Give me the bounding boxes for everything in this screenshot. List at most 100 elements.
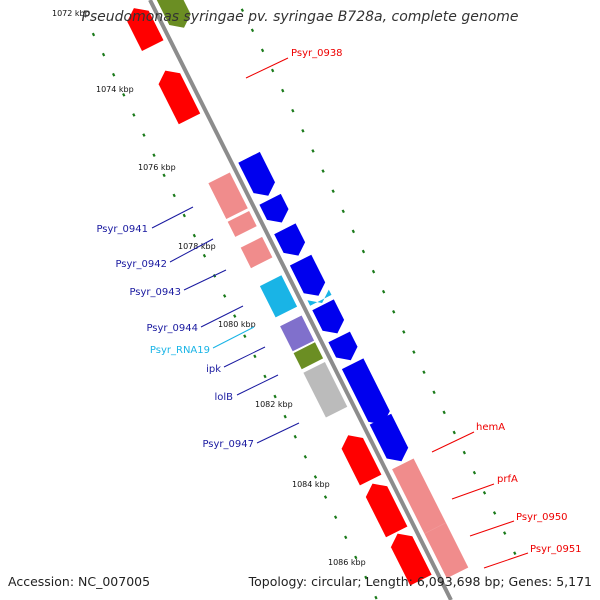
gene-label[interactable]: ipk	[206, 364, 221, 375]
gene-feature-arrow	[127, 8, 164, 52]
tick-label: 1072 kbp	[52, 9, 90, 18]
gene-label-group: Psyr_0938 Psyr_0941 Psyr_0942 Psyr_0943 Psyr…	[96, 48, 581, 555]
gene-label[interactable]: hemA	[476, 422, 505, 433]
genome-backbone	[148, 0, 453, 600]
label-leader	[151, 206, 194, 229]
gene-feature-arrow	[259, 193, 289, 223]
tick-dash-inner	[283, 414, 287, 419]
tick-dash-inner	[354, 555, 358, 560]
tick-dash-inner	[182, 213, 186, 218]
gene-feature-arrow	[227, 211, 257, 237]
label-leader	[431, 431, 475, 453]
tick-dash-inner	[243, 334, 247, 339]
tick-dash-outer	[482, 490, 487, 495]
tick-dash-inner	[152, 153, 156, 158]
tick-dash-inner	[374, 595, 378, 600]
gene-label[interactable]: Psyr_0941	[96, 224, 148, 235]
tick-dash-outer	[472, 470, 477, 475]
gene-feature-arrow	[307, 289, 332, 306]
accession-text: Accession: NC_007005	[8, 574, 151, 589]
tick-label: 1084 kbp	[292, 480, 330, 489]
gene-feature-arrow	[303, 362, 348, 418]
tick-dash-inner	[222, 294, 227, 298]
tick-dash-outer	[452, 430, 456, 435]
gene-feature-arrow	[259, 275, 298, 318]
tick-row-inner	[91, 32, 378, 600]
gene-feature-arrow	[240, 236, 273, 269]
label-leader	[245, 57, 289, 79]
tick-dash-inner	[192, 233, 197, 238]
tick-dash-inner	[111, 72, 116, 77]
gene-feature-arrow	[424, 522, 469, 579]
tick-dash-inner	[364, 575, 368, 580]
tick-dash-inner	[91, 32, 96, 37]
tick-dash-outer	[381, 289, 386, 294]
gene-feature-arrow	[289, 254, 326, 296]
label-leader	[183, 269, 227, 291]
tick-row-outer	[240, 8, 517, 555]
tick-dash-outer	[392, 309, 396, 314]
tick-dash-outer	[240, 8, 245, 12]
gene-label[interactable]: Psyr_0944	[146, 323, 198, 334]
tick-dash-outer	[513, 551, 517, 555]
gene-label[interactable]: Psyr_0951	[530, 544, 582, 555]
gene-label[interactable]: Psyr_0947	[202, 439, 254, 450]
gene-label[interactable]: prfA	[497, 474, 518, 485]
tick-dash-inner	[202, 253, 207, 258]
label-leader-lines	[151, 57, 529, 569]
gene-feature-arrow	[369, 413, 409, 462]
tick-dash-inner	[172, 193, 176, 198]
tick-dash-outer	[361, 249, 366, 254]
gene-feature-arrow	[341, 435, 382, 486]
tick-dash-outer	[331, 189, 335, 193]
tick-dash-inner	[303, 455, 308, 459]
tick-dash-inner	[122, 93, 126, 97]
tick-dash-outer	[402, 330, 406, 334]
tick-dash-outer	[311, 149, 315, 153]
gene-label[interactable]: lolB	[214, 392, 233, 403]
gene-feature-arrow	[341, 358, 390, 425]
label-leader	[169, 238, 214, 263]
tick-label: 1082 kbp	[255, 400, 293, 409]
tick-dash-inner	[293, 434, 297, 439]
tick-dash-outer	[291, 108, 295, 113]
gene-feature-arrow	[390, 533, 432, 586]
gene-label[interactable]: Psyr_0943	[129, 287, 181, 298]
tick-dash-outer	[321, 169, 325, 173]
tick-dash-outer	[442, 410, 446, 415]
genome-title: Pseudomonas syringae pv. syringae B728a,…	[81, 9, 519, 25]
gene-label[interactable]: Psyr_RNA19	[150, 345, 210, 356]
tick-dash-outer	[250, 28, 255, 33]
label-leader	[469, 520, 515, 537]
tick-dash-inner	[313, 475, 318, 479]
gene-label[interactable]: Psyr_0938	[291, 48, 343, 59]
tick-label: 1086 kbp	[328, 558, 366, 567]
gene-feature-arrow	[158, 70, 201, 125]
tick-label: 1074 kbp	[96, 85, 134, 94]
tick-dash-inner	[162, 173, 166, 178]
gene-feature-arrow	[156, 0, 191, 28]
tick-dash-outer	[351, 229, 355, 234]
tick-dash-outer	[281, 88, 285, 93]
gene-feature-arrow	[293, 342, 324, 370]
gene-feature-arrow	[208, 172, 248, 219]
gene-feature-arrow	[365, 483, 408, 538]
tick-dash-outer	[270, 68, 275, 73]
gene-feature-arrow	[238, 151, 275, 196]
tick-dash-inner	[273, 394, 277, 399]
tick-dash-inner	[323, 495, 328, 499]
tick-label: 1076 kbp	[138, 163, 176, 172]
tick-dash-outer	[503, 531, 507, 535]
tick-dash-inner	[132, 113, 136, 117]
tick-dash-outer	[341, 209, 345, 214]
gene-label[interactable]: Psyr_0950	[516, 512, 568, 523]
label-leader	[256, 422, 300, 444]
gene-feature-arrow	[280, 315, 315, 352]
tick-dash-inner	[101, 52, 106, 57]
label-leader	[236, 374, 279, 396]
gene-feature-arrow	[312, 299, 345, 334]
gene-label[interactable]: Psyr_0942	[115, 259, 167, 270]
tick-dash-inner	[233, 314, 237, 318]
gene-feature-arrow	[392, 458, 446, 534]
